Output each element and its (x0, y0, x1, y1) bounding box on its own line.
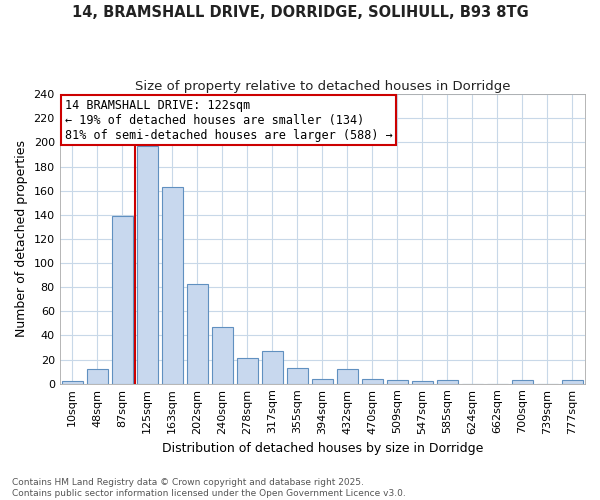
Bar (312, 379, 333, 384)
Text: 14, BRAMSHALL DRIVE, DORRIDGE, SOLIHULL, B93 8TG: 14, BRAMSHALL DRIVE, DORRIDGE, SOLIHULL,… (71, 5, 529, 20)
Bar (337, 369, 358, 384)
Bar (187, 284, 208, 384)
Bar (161, 187, 183, 384)
Bar (437, 380, 458, 384)
Bar (212, 327, 233, 384)
Bar (137, 146, 158, 384)
Bar (412, 382, 433, 384)
Bar (287, 368, 308, 384)
Bar (112, 216, 133, 384)
Bar (86, 369, 108, 384)
Bar (236, 358, 258, 384)
Bar (562, 380, 583, 384)
Bar (62, 382, 83, 384)
Bar (387, 380, 408, 384)
Text: Contains HM Land Registry data © Crown copyright and database right 2025.
Contai: Contains HM Land Registry data © Crown c… (12, 478, 406, 498)
Title: Size of property relative to detached houses in Dorridge: Size of property relative to detached ho… (134, 80, 510, 93)
Bar (262, 351, 283, 384)
Bar (362, 379, 383, 384)
Bar (512, 380, 533, 384)
Text: 14 BRAMSHALL DRIVE: 122sqm
← 19% of detached houses are smaller (134)
81% of sem: 14 BRAMSHALL DRIVE: 122sqm ← 19% of deta… (65, 98, 392, 142)
Y-axis label: Number of detached properties: Number of detached properties (15, 140, 28, 338)
X-axis label: Distribution of detached houses by size in Dorridge: Distribution of detached houses by size … (161, 442, 483, 455)
